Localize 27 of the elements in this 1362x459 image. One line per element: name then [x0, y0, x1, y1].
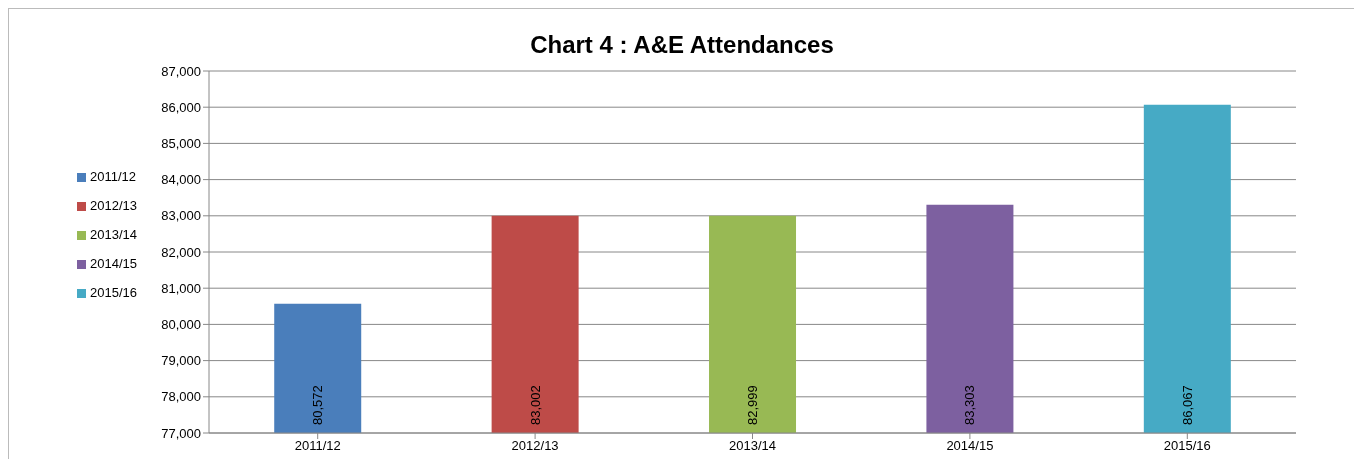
- y-tick-label: 81,000: [161, 280, 201, 296]
- x-tick-label: 2012/13: [511, 438, 559, 454]
- data-label: 83,002: [527, 385, 543, 425]
- legend-label: 2015/16: [90, 285, 137, 300]
- y-tick-label: 82,000: [161, 244, 201, 260]
- y-tick-label: 80,000: [161, 317, 201, 333]
- y-tick-label: 77,000: [161, 425, 201, 441]
- y-tick-label: 79,000: [161, 353, 201, 369]
- x-tick-label: 2015/16: [1163, 438, 1211, 454]
- data-label: 83,303: [962, 385, 978, 425]
- y-tick-label: 85,000: [161, 136, 201, 152]
- legend-label: 2011/12: [90, 169, 137, 184]
- chart-title: Chart 4 : A&E Attendances: [529, 31, 835, 59]
- legend-label: 2012/13: [90, 198, 137, 213]
- y-tick-label: 78,000: [161, 389, 201, 405]
- legend-label: 2014/15: [90, 256, 137, 271]
- data-label: 86,067: [1179, 385, 1195, 425]
- data-label: 82,999: [745, 385, 761, 425]
- y-tick-label: 84,000: [161, 172, 201, 188]
- x-tick-label: 2011/12: [294, 438, 341, 454]
- y-tick-label: 87,000: [161, 63, 201, 79]
- legend-label: 2013/14: [90, 227, 137, 242]
- x-tick-label: 2014/15: [946, 438, 994, 454]
- y-tick-label: 83,000: [161, 208, 201, 224]
- x-tick-label: 2013/14: [729, 438, 776, 454]
- data-label: 80,572: [310, 385, 326, 425]
- y-tick-label: 86,000: [161, 99, 201, 115]
